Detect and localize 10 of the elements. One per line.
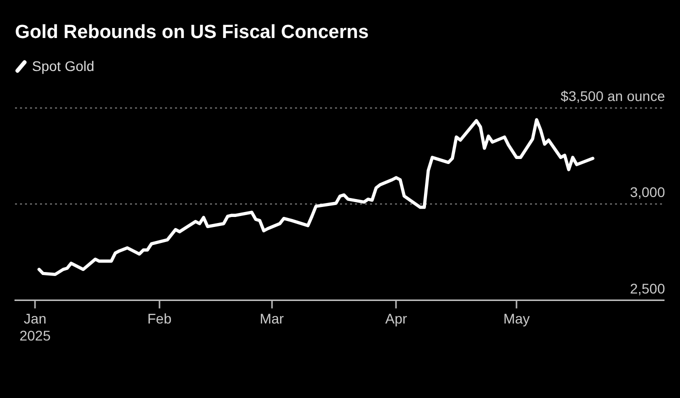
y-tick-label: $3,500 an ounce bbox=[560, 88, 666, 104]
x-tick-label: Apr bbox=[385, 310, 408, 327]
x-tick-label: Feb bbox=[147, 310, 172, 327]
legend-label: Spot Gold bbox=[32, 58, 94, 74]
x-tick-label: Jan 2025 bbox=[19, 310, 51, 344]
x-tick-label: Mar bbox=[260, 310, 284, 327]
y-tick-label: 3,000 bbox=[630, 184, 666, 200]
y-tick-label: 2,500 bbox=[630, 280, 666, 296]
x-tick-label: May bbox=[503, 310, 530, 327]
chart-title: Gold Rebounds on US Fiscal Concerns bbox=[15, 22, 369, 44]
